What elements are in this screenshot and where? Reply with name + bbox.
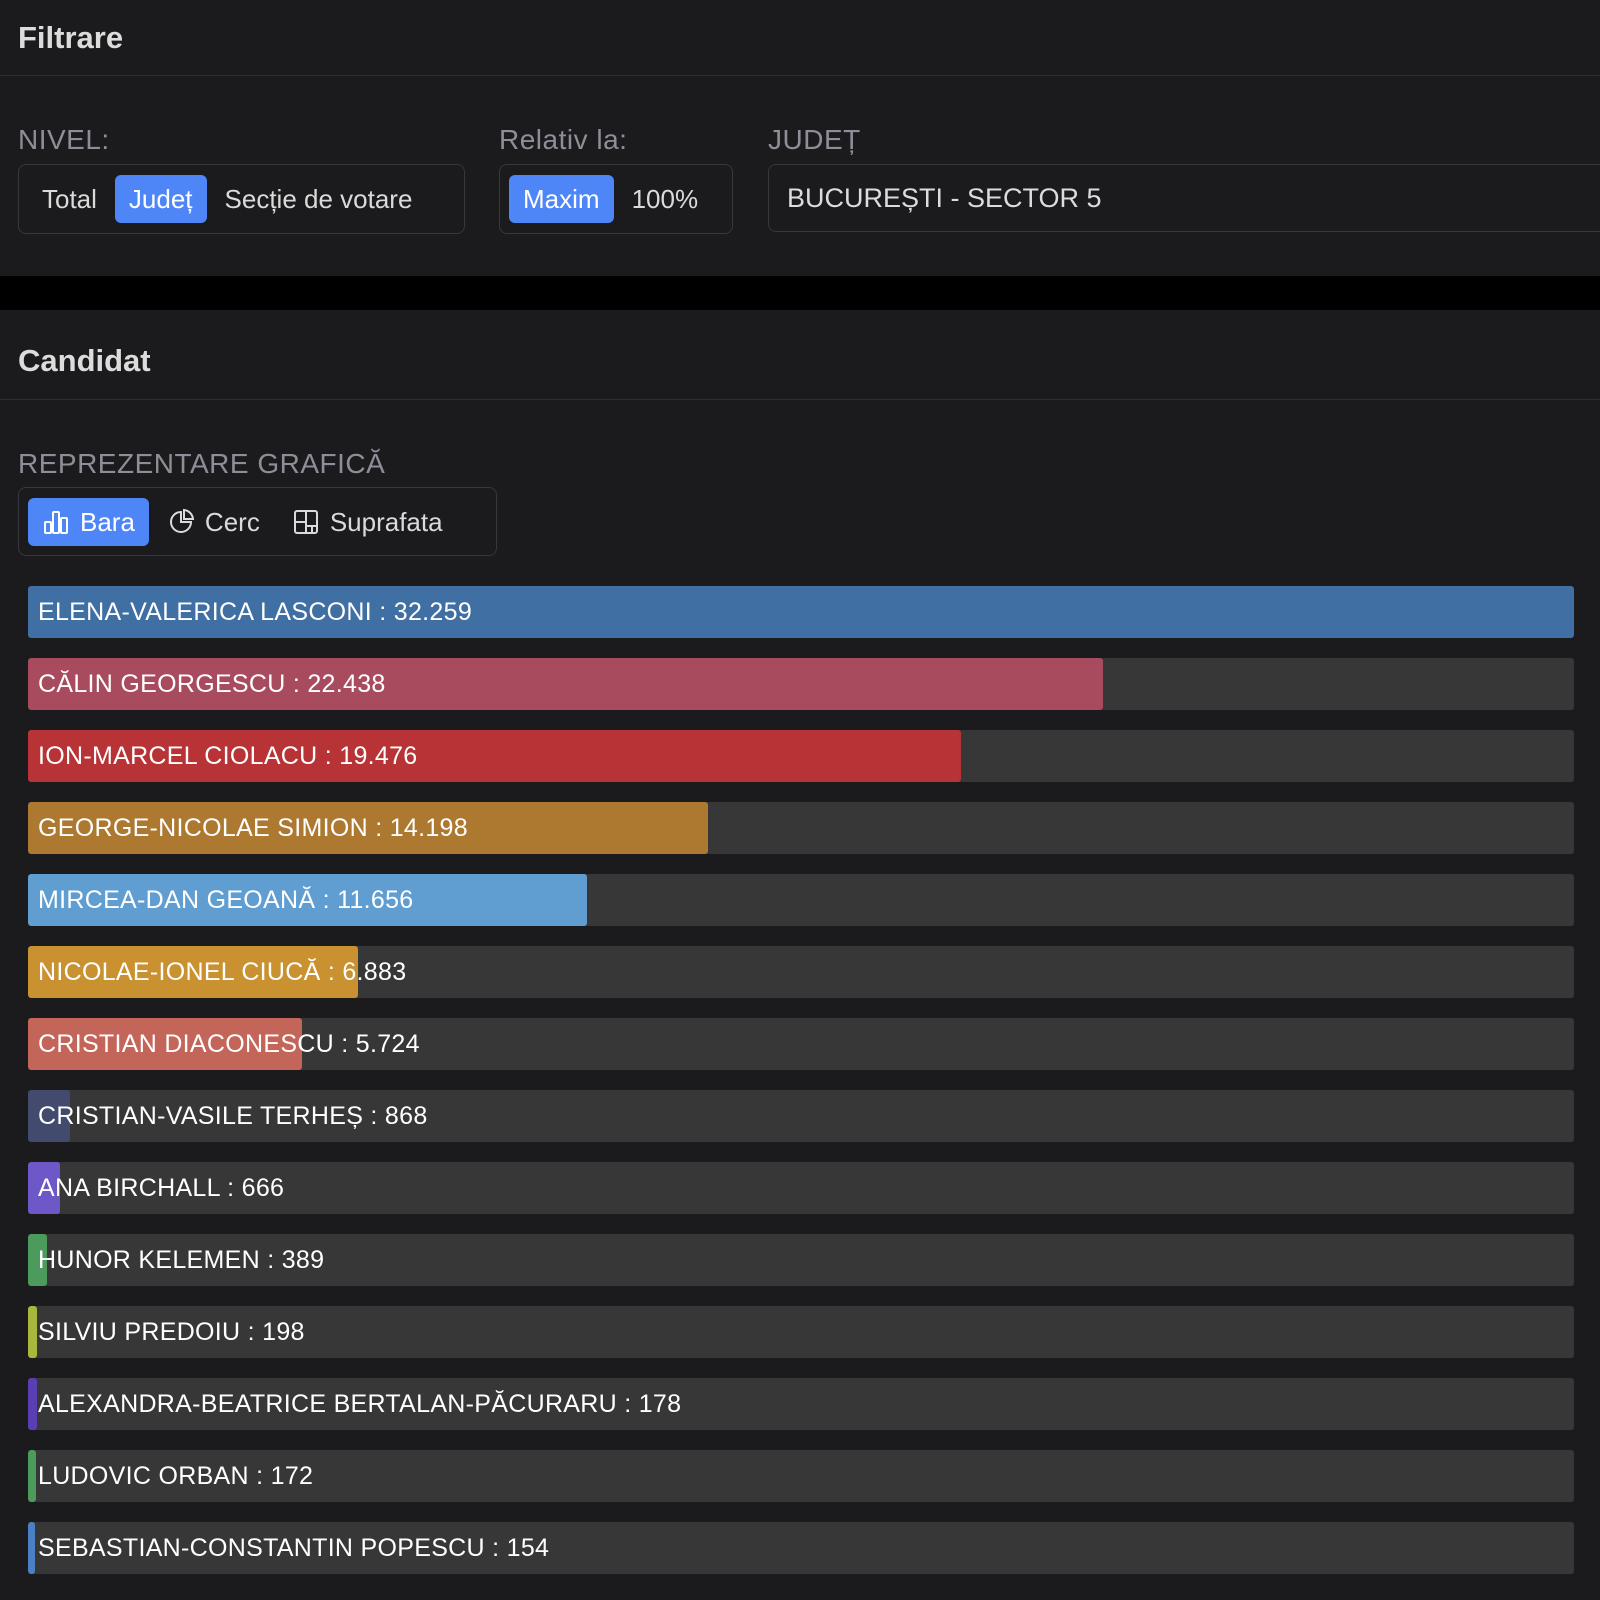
treemap-icon	[292, 508, 320, 536]
candidate-bar-label: HUNOR KELEMEN : 389	[38, 1246, 325, 1274]
candidate-bar-label: CRISTIAN DIACONESCU : 5.724	[38, 1030, 420, 1058]
representation-option-suprafata[interactable]: Suprafata	[278, 498, 457, 546]
judet-select[interactable]: BUCUREȘTI - SECTOR 5	[768, 164, 1600, 232]
candidate-bar-row[interactable]: CRISTIAN DIACONESCU : 5.724	[28, 1018, 1574, 1070]
candidate-bar-fill	[28, 1162, 60, 1214]
candidate-bar-fill	[28, 1234, 47, 1286]
candidate-bar-fill	[28, 586, 1574, 638]
candidate-bar-label: SILVIU PREDOIU : 198	[38, 1318, 305, 1346]
candidate-bar-fill	[28, 874, 587, 926]
representation-segmented-control: Bara Cerc Suprafata	[18, 487, 497, 556]
bar-chart-icon	[42, 508, 70, 536]
nivel-option-sectie[interactable]: Secție de votare	[224, 184, 413, 214]
candidate-bar-fill	[28, 1018, 303, 1070]
representation-option-bara-label: Bara	[80, 506, 135, 537]
candidate-bar-label: CĂLIN GEORGESCU : 22.438	[38, 670, 386, 698]
candidate-bar-label: CRISTIAN-VASILE TERHEȘ : 868	[38, 1102, 428, 1130]
candidate-bar-fill	[28, 1378, 37, 1430]
filter-panel-title: Filtrare	[18, 19, 124, 55]
relativ-option-100[interactable]: 100%	[631, 184, 699, 214]
representation-option-cerc-label: Cerc	[204, 506, 260, 537]
pie-chart-icon	[167, 508, 195, 536]
candidate-bar-label: LUDOVIC ORBAN : 172	[38, 1462, 314, 1490]
candidate-bar-row[interactable]: SEBASTIAN-CONSTANTIN POPESCU : 154	[28, 1522, 1574, 1574]
candidate-bar-label: MIRCEA-DAN GEOANĂ : 11.656	[38, 886, 414, 914]
candidate-bar-fill	[28, 730, 962, 782]
candidate-bar-fill	[28, 1306, 38, 1358]
panel-separator	[0, 276, 1600, 310]
candidate-bar-row[interactable]: ANA BIRCHALL : 666	[28, 1162, 1574, 1214]
nivel-label: NIVEL:	[18, 124, 110, 155]
candidate-bar-row[interactable]: CRISTIAN-VASILE TERHEȘ : 868	[28, 1090, 1574, 1142]
candidate-bar-row[interactable]: NICOLAE-IONEL CIUCĂ : 6.883	[28, 946, 1574, 998]
candidate-bar-row[interactable]: SILVIU PREDOIU : 198	[28, 1306, 1574, 1358]
candidate-bar-label: ELENA-VALERICA LASCONI : 32.259	[38, 598, 473, 626]
candidate-bar-label: ANA BIRCHALL : 666	[38, 1174, 285, 1202]
nivel-option-total[interactable]: Total	[42, 184, 97, 214]
candidate-panel-title: Candidat	[18, 342, 151, 378]
candidate-bar-fill	[28, 802, 709, 854]
candidate-bar-row[interactable]: CĂLIN GEORGESCU : 22.438	[28, 658, 1574, 710]
candidate-bar-fill	[28, 946, 358, 998]
candidate-bar-row[interactable]: ION-MARCEL CIOLACU : 19.476	[28, 730, 1574, 782]
candidate-panel-header: Candidat	[0, 322, 1600, 400]
nivel-segmented-control: Total Județ Secție de votare	[18, 164, 465, 234]
candidate-bar-fill	[28, 658, 1104, 710]
candidate-bar-label: ALEXANDRA-BEATRICE BERTALAN-PĂCURARU : 1…	[38, 1390, 682, 1418]
candidate-bar-fill	[28, 1522, 36, 1574]
representation-option-cerc[interactable]: Cerc	[153, 498, 274, 546]
candidate-bar-row[interactable]: MIRCEA-DAN GEOANĂ : 11.656	[28, 874, 1574, 926]
representation-option-bara[interactable]: Bara	[28, 497, 149, 546]
candidate-bar-row[interactable]: ELENA-VALERICA LASCONI : 32.259	[28, 586, 1574, 638]
candidate-bar-fill	[28, 1450, 37, 1502]
candidate-bar-row[interactable]: LUDOVIC ORBAN : 172	[28, 1450, 1574, 1502]
candidate-bar-row[interactable]: GEORGE-NICOLAE SIMION : 14.198	[28, 802, 1574, 854]
candidate-bar-label: SEBASTIAN-CONSTANTIN POPESCU : 154	[38, 1534, 550, 1562]
judet-label: JUDEȚ	[768, 124, 861, 155]
candidate-bar-label: NICOLAE-IONEL CIUCĂ : 6.883	[38, 958, 407, 986]
candidate-bar-label: GEORGE-NICOLAE SIMION : 14.198	[38, 814, 468, 842]
relativ-label: Relativ la:	[499, 124, 628, 155]
candidate-bar-label: ION-MARCEL CIOLACU : 19.476	[38, 742, 418, 770]
candidate-bar-row[interactable]: HUNOR KELEMEN : 389	[28, 1234, 1574, 1286]
representation-label: REPREZENTARE GRAFICĂ	[18, 448, 386, 479]
nivel-option-judet[interactable]: Județ	[114, 175, 207, 223]
filter-panel-header: Filtrare	[0, 0, 1600, 76]
candidate-bar-fill	[28, 1090, 70, 1142]
relativ-option-maxim[interactable]: Maxim	[509, 175, 614, 223]
candidate-bar-row[interactable]: ALEXANDRA-BEATRICE BERTALAN-PĂCURARU : 1…	[28, 1378, 1574, 1430]
representation-option-suprafata-label: Suprafata	[329, 506, 443, 537]
relativ-segmented-control: Maxim 100%	[499, 164, 733, 234]
